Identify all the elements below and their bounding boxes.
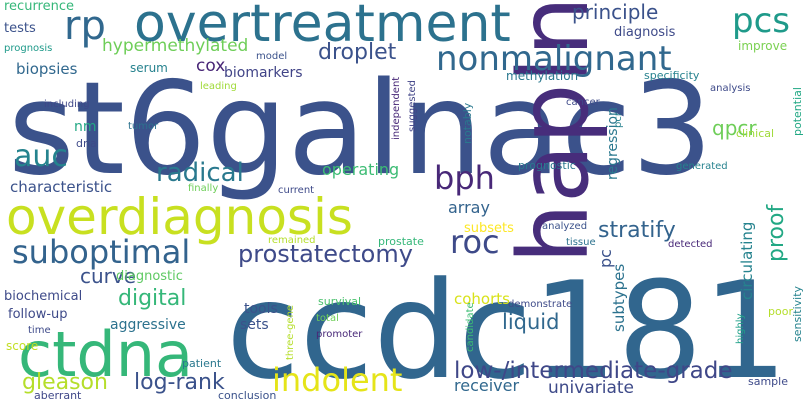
word-diagnosis: diagnosis [614,25,676,40]
word-roc: roc [450,223,500,261]
word-analysis: analysis [710,83,751,94]
word-highly: highly [735,313,746,345]
word-promoter: promoter [316,329,363,340]
word-st6galnac3: st6galnac3 [8,55,713,204]
word-ccdc181: ccdc181 [226,253,788,404]
word-cohorts: cohorts [454,290,510,308]
word-curve: curve [80,264,137,288]
word-three-gene: three-gene [285,304,296,360]
word-prognostic: prognostic [518,159,576,172]
word-gleason: gleason [22,370,108,395]
word-pcr: pcr [613,112,624,128]
word-digital: digital [118,286,187,311]
word-cox: cox [196,56,226,76]
word-radical: radical [156,158,244,188]
word-operating: operating [322,160,400,179]
word-finally: finally [188,183,219,194]
word-total: total [316,313,339,324]
word-subsets: subsets [464,221,514,236]
word-low-intermediate-grade: low-/intermediate-grade [454,358,733,384]
word-tissue: tissue [566,237,596,248]
word-model: model [256,51,288,62]
word-including: including [44,99,90,110]
word-demonstrate: demonstrate [508,299,573,310]
word-suboptimal: suboptimal [12,233,191,271]
word-current: current [278,185,315,196]
word-bph: bph [434,159,495,197]
word-remained: remained [268,235,316,246]
word-tools: tools [244,301,278,317]
word-univariate: univariate [548,378,635,398]
word-circulating: circulating [738,221,756,300]
word-biochemical: biochemical [4,289,83,304]
word-sets: sets [240,317,269,333]
word-notably: notably [461,102,474,144]
word-qpcr: qpcr [712,116,757,140]
word-overtreatment: overtreatment [134,0,511,54]
word-prostate: prostate [378,235,424,248]
word-characteristic: characteristic [10,178,113,196]
word-diagnostic: diagnostic [116,269,183,284]
word-hypermethylated: hypermethylated [102,36,249,56]
word-conclusion: conclusion [218,389,277,402]
word-proof: proof [764,204,789,262]
word-independent: independent [391,76,402,140]
word-prognosis: prognosis [4,43,53,54]
word-patient: patient [182,357,222,370]
word-analyzed: analyzed [542,221,588,232]
word-follow-up: follow-up [8,307,68,322]
word-suggested: suggested [407,79,418,132]
word-rp: rp [64,3,106,49]
word-principle: principle [572,0,659,24]
word-recurrence: recurrence [4,0,75,14]
word-log-rank: log-rank [134,370,225,395]
word-array: array [448,198,490,217]
word-receiver: receiver [454,376,520,395]
word-methylation: methylation [506,69,579,83]
word-aggressive: aggressive [110,317,186,333]
word-aberrant: aberrant [34,389,82,402]
word-biomarkers: biomarkers [224,65,303,81]
word-survival: survival [318,295,362,308]
word-ctdna: ctdna [18,318,194,391]
word-dna: dna [76,137,97,150]
word-tests: tests [4,21,36,36]
word-stratify: stratify [598,218,676,243]
word-detected: detected [668,239,713,250]
word-serum: serum [130,61,168,75]
word-leading: leading [200,81,237,92]
word-overdiagnosis: overdiagnosis [6,188,353,246]
word-auc: auc [14,139,68,174]
word-sample: sample [748,375,788,388]
word-generated: generated [676,161,728,172]
word-pcs: pcs [732,1,790,41]
word-indolent: indolent [272,361,403,399]
word-candidate: candidate [465,302,476,352]
word-biopsies: biopsies [16,60,78,78]
word-specificity: specificity [644,69,700,82]
word-liquid: liquid [502,310,560,334]
word-time: time [28,325,51,336]
word-improve: improve [738,39,788,53]
word-clinical: clinical [736,127,775,140]
word-poor: poor [768,305,793,318]
word-droplet: droplet [318,40,397,65]
word-cancer: cancer [566,97,600,108]
word-sensitivity: sensitivity [791,285,804,342]
word-score: score [6,339,39,353]
word-potential: potential [791,87,804,136]
word-nm: nm [74,119,97,135]
word-nonmalignant: nonmalignant [436,39,672,79]
word-prostatectomy: prostatectomy [238,240,413,268]
word-tumor: tumor [128,121,159,132]
word-subtypes: subtypes [610,263,628,332]
